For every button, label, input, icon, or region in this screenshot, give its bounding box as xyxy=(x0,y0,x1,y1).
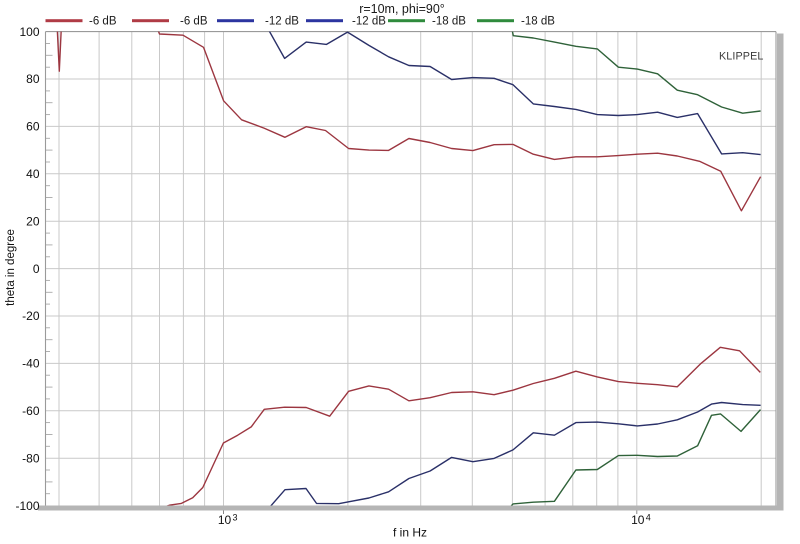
svg-text:f in Hz: f in Hz xyxy=(393,526,427,540)
svg-text:20: 20 xyxy=(26,214,40,228)
svg-text:4: 4 xyxy=(646,513,651,523)
svg-text:-6 dB: -6 dB xyxy=(180,16,208,28)
svg-text:theta in degree: theta in degree xyxy=(5,229,17,306)
svg-text:-6 dB: -6 dB xyxy=(89,16,117,28)
svg-text:100: 100 xyxy=(19,25,39,39)
svg-text:40: 40 xyxy=(26,167,40,181)
svg-text:-60: -60 xyxy=(22,404,40,418)
svg-text:KLIPPEL: KLIPPEL xyxy=(719,51,764,63)
svg-text:10: 10 xyxy=(218,513,232,527)
svg-text:-40: -40 xyxy=(22,357,40,371)
svg-text:-100: -100 xyxy=(15,499,39,513)
svg-text:3: 3 xyxy=(232,513,237,523)
svg-text:r=10m, phi=90°: r=10m, phi=90° xyxy=(359,2,445,16)
svg-text:-18 dB: -18 dB xyxy=(432,16,466,28)
svg-text:-80: -80 xyxy=(22,451,40,465)
svg-text:0: 0 xyxy=(33,262,40,276)
svg-text:-12 dB: -12 dB xyxy=(265,16,299,28)
svg-text:80: 80 xyxy=(26,72,40,86)
svg-text:60: 60 xyxy=(26,120,40,134)
svg-text:-20: -20 xyxy=(22,309,40,323)
svg-text:-12 dB: -12 dB xyxy=(352,16,386,28)
svg-text:-18 dB: -18 dB xyxy=(521,16,555,28)
svg-text:10: 10 xyxy=(631,513,645,527)
